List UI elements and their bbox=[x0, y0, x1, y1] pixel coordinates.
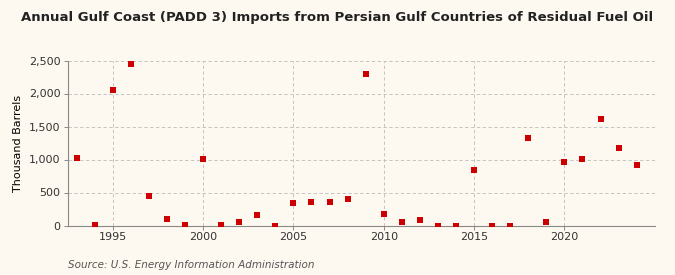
Point bbox=[559, 160, 570, 164]
Point bbox=[234, 220, 244, 224]
Point bbox=[107, 88, 118, 92]
Point bbox=[631, 163, 642, 167]
Point bbox=[216, 222, 227, 227]
Point bbox=[523, 136, 534, 140]
Y-axis label: Thousand Barrels: Thousand Barrels bbox=[14, 94, 24, 192]
Point bbox=[433, 223, 443, 228]
Text: Annual Gulf Coast (PADD 3) Imports from Persian Gulf Countries of Residual Fuel : Annual Gulf Coast (PADD 3) Imports from … bbox=[22, 11, 653, 24]
Text: Source: U.S. Energy Information Administration: Source: U.S. Energy Information Administ… bbox=[68, 260, 314, 270]
Point bbox=[324, 200, 335, 204]
Point bbox=[342, 197, 353, 201]
Point bbox=[126, 62, 136, 66]
Point bbox=[468, 168, 479, 173]
Point bbox=[288, 201, 299, 205]
Point bbox=[541, 220, 551, 224]
Point bbox=[451, 223, 462, 228]
Point bbox=[505, 223, 516, 228]
Point bbox=[595, 117, 606, 122]
Point bbox=[360, 72, 371, 76]
Point bbox=[306, 200, 317, 205]
Point bbox=[487, 223, 497, 228]
Point bbox=[270, 223, 281, 228]
Point bbox=[414, 218, 425, 222]
Point bbox=[89, 222, 100, 227]
Point bbox=[198, 157, 209, 161]
Point bbox=[161, 217, 172, 221]
Point bbox=[180, 223, 190, 227]
Point bbox=[378, 212, 389, 216]
Point bbox=[613, 146, 624, 150]
Point bbox=[396, 219, 407, 224]
Point bbox=[71, 156, 82, 160]
Point bbox=[252, 213, 263, 217]
Point bbox=[143, 194, 154, 198]
Point bbox=[577, 157, 588, 161]
